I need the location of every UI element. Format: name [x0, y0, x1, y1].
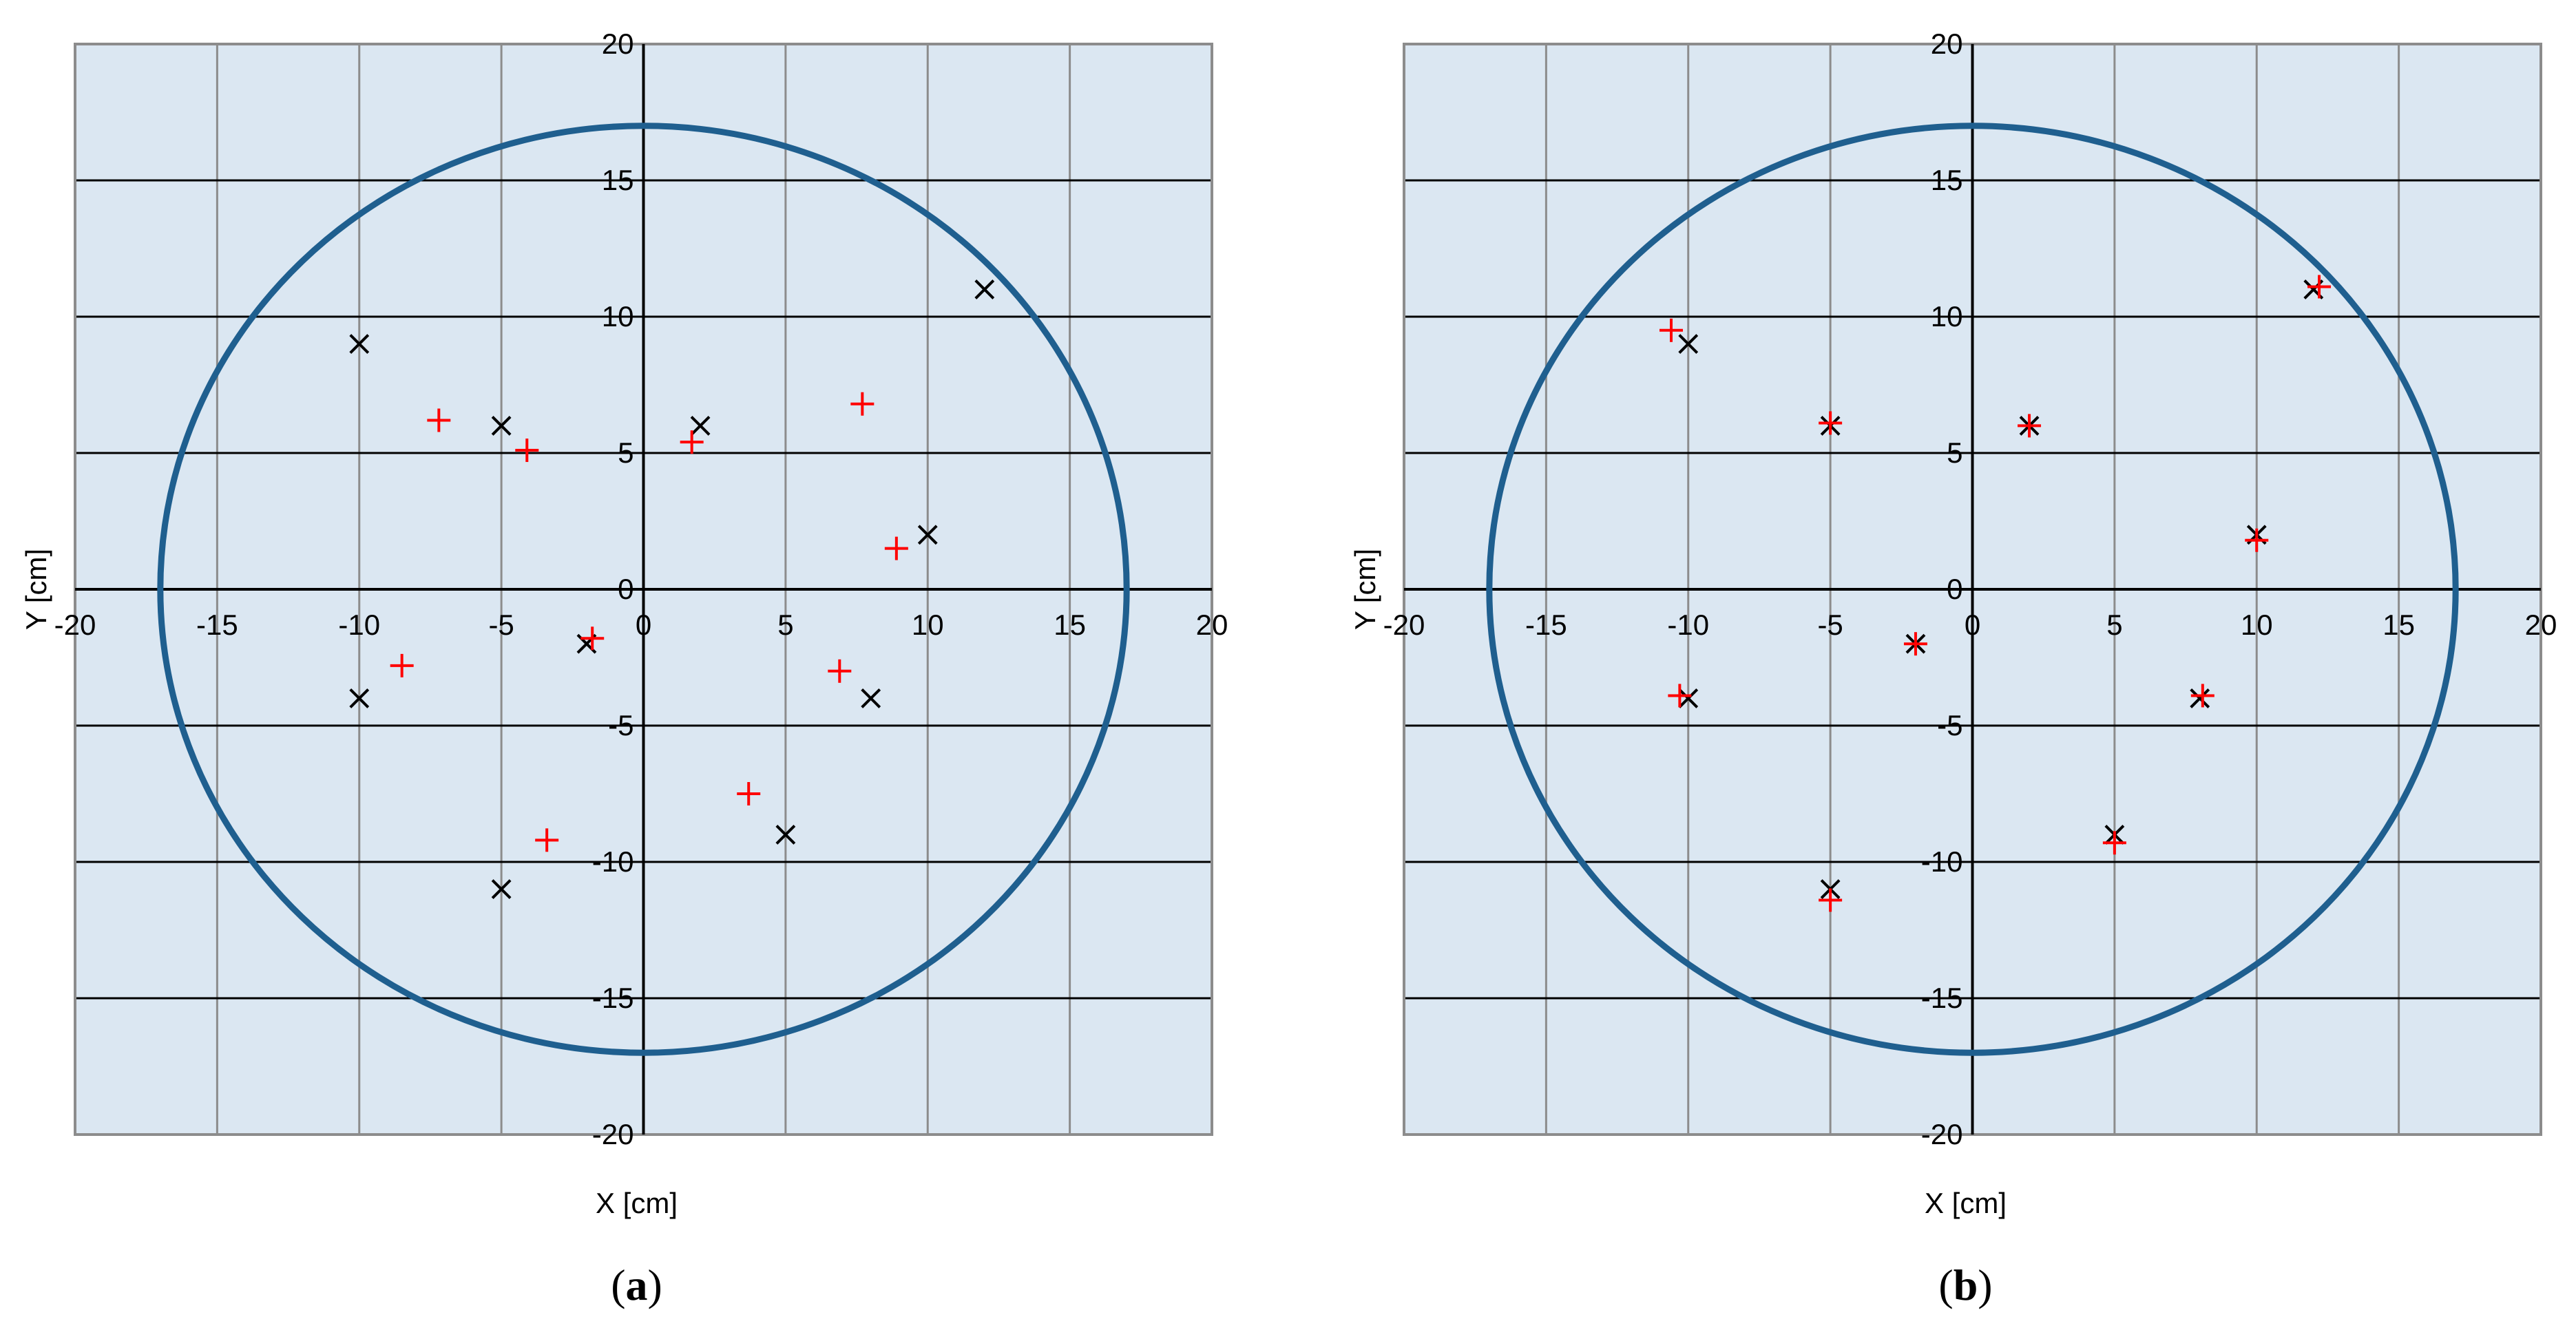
- marker-x: [491, 415, 512, 436]
- marker-x: [349, 334, 370, 355]
- x-tick-label: 5: [2106, 609, 2122, 641]
- x-tick-label: 20: [2525, 609, 2557, 641]
- chart-panel-b: 20 15 10 5 0 -5 -10 -15 -20 -20 -15 -10 -5 0 5 10 15 20 X …: [1349, 28, 2557, 1309]
- y-tick-label: -20: [1921, 1118, 1963, 1150]
- y-tick-label: 20: [1931, 28, 1963, 60]
- marker-plus: [2190, 684, 2214, 708]
- x-axis-title: X [cm]: [596, 1187, 678, 1219]
- marker-plus: [884, 536, 908, 560]
- x-tick-label: 15: [1054, 609, 1086, 641]
- panel-label: (a): [611, 1261, 662, 1309]
- x-tick-label: -10: [338, 609, 380, 641]
- chart-panel-a: 20 15 10 5 0 -5 -10 -15 -20 -20 -15 -10 -5 0 5 10 15 20 X …: [20, 28, 1228, 1309]
- x-axis-title: X [cm]: [1925, 1187, 2007, 1219]
- marker-x: [1678, 688, 1699, 708]
- marker-x: [974, 279, 995, 299]
- marker-plus: [2102, 831, 2126, 855]
- y-tick-label: -10: [592, 845, 634, 878]
- x-tick-label: 10: [2241, 609, 2273, 641]
- marker-plus: [1903, 632, 1927, 656]
- marker-x: [491, 879, 512, 900]
- y-tick-label: 0: [618, 573, 633, 605]
- x-tick-label: -5: [1817, 609, 1843, 641]
- marker-plus: [1819, 888, 1843, 912]
- marker-x: [861, 688, 881, 708]
- marker-x: [2190, 688, 2210, 708]
- marker-x: [1678, 334, 1699, 355]
- y-axis-title: Y [cm]: [1349, 549, 1381, 630]
- marker-plus: [1668, 684, 1692, 708]
- y-tick-label: -15: [1921, 982, 1963, 1014]
- marker-plus: [2245, 528, 2269, 552]
- y-tick-label: -15: [592, 982, 634, 1014]
- y-tick-label: -20: [592, 1118, 634, 1150]
- x-tick-label: -20: [54, 609, 96, 641]
- y-tick-label: 10: [1931, 300, 1963, 333]
- y-tick-label: 15: [602, 164, 634, 196]
- y-tick-label: 15: [1931, 164, 1963, 196]
- y-tick-label: -5: [608, 709, 633, 741]
- x-tick-label: -20: [1383, 609, 1425, 641]
- marker-plus: [2307, 275, 2332, 299]
- marker-plus: [680, 430, 704, 454]
- marker-plus: [2018, 414, 2042, 438]
- marker-plus: [390, 653, 414, 677]
- marker-plus: [828, 659, 852, 683]
- marker-x: [349, 688, 370, 708]
- x-tick-label: -5: [488, 609, 514, 641]
- y-tick-label: -10: [1921, 845, 1963, 878]
- panel-label: (b): [1938, 1261, 1992, 1309]
- marker-x: [775, 824, 796, 845]
- marker-plus: [427, 408, 451, 432]
- marker-plus: [850, 392, 875, 416]
- x-tick-label: 20: [1196, 609, 1228, 641]
- x-tick-label: -15: [196, 609, 238, 641]
- y-tick-label: 10: [602, 300, 634, 333]
- x-tick-label: -10: [1667, 609, 1709, 641]
- marker-plus: [737, 782, 761, 805]
- y-tick-label: 20: [602, 28, 634, 60]
- y-tick-label: 0: [1947, 573, 1962, 605]
- marker-x: [917, 525, 938, 545]
- y-axis-title: Y [cm]: [20, 549, 52, 630]
- x-tick-label: 5: [777, 609, 793, 641]
- marker-x: [690, 415, 711, 436]
- boundary-circle: [1486, 123, 2459, 1056]
- y-tick-label: 5: [1947, 436, 1962, 469]
- boundary-circle: [157, 123, 1130, 1056]
- x-tick-label: -15: [1525, 609, 1567, 641]
- x-tick-label: 0: [1965, 609, 1980, 641]
- marker-plus: [1659, 318, 1683, 342]
- y-tick-label: -5: [1937, 709, 1962, 741]
- marker-plus: [515, 439, 539, 463]
- y-tick-label: 5: [618, 436, 633, 469]
- marker-plus: [580, 626, 605, 651]
- x-tick-label: 10: [912, 609, 944, 641]
- marker-plus: [1819, 411, 1843, 435]
- marker-plus: [535, 828, 559, 852]
- x-tick-label: 15: [2383, 609, 2415, 641]
- x-tick-label: 0: [636, 609, 651, 641]
